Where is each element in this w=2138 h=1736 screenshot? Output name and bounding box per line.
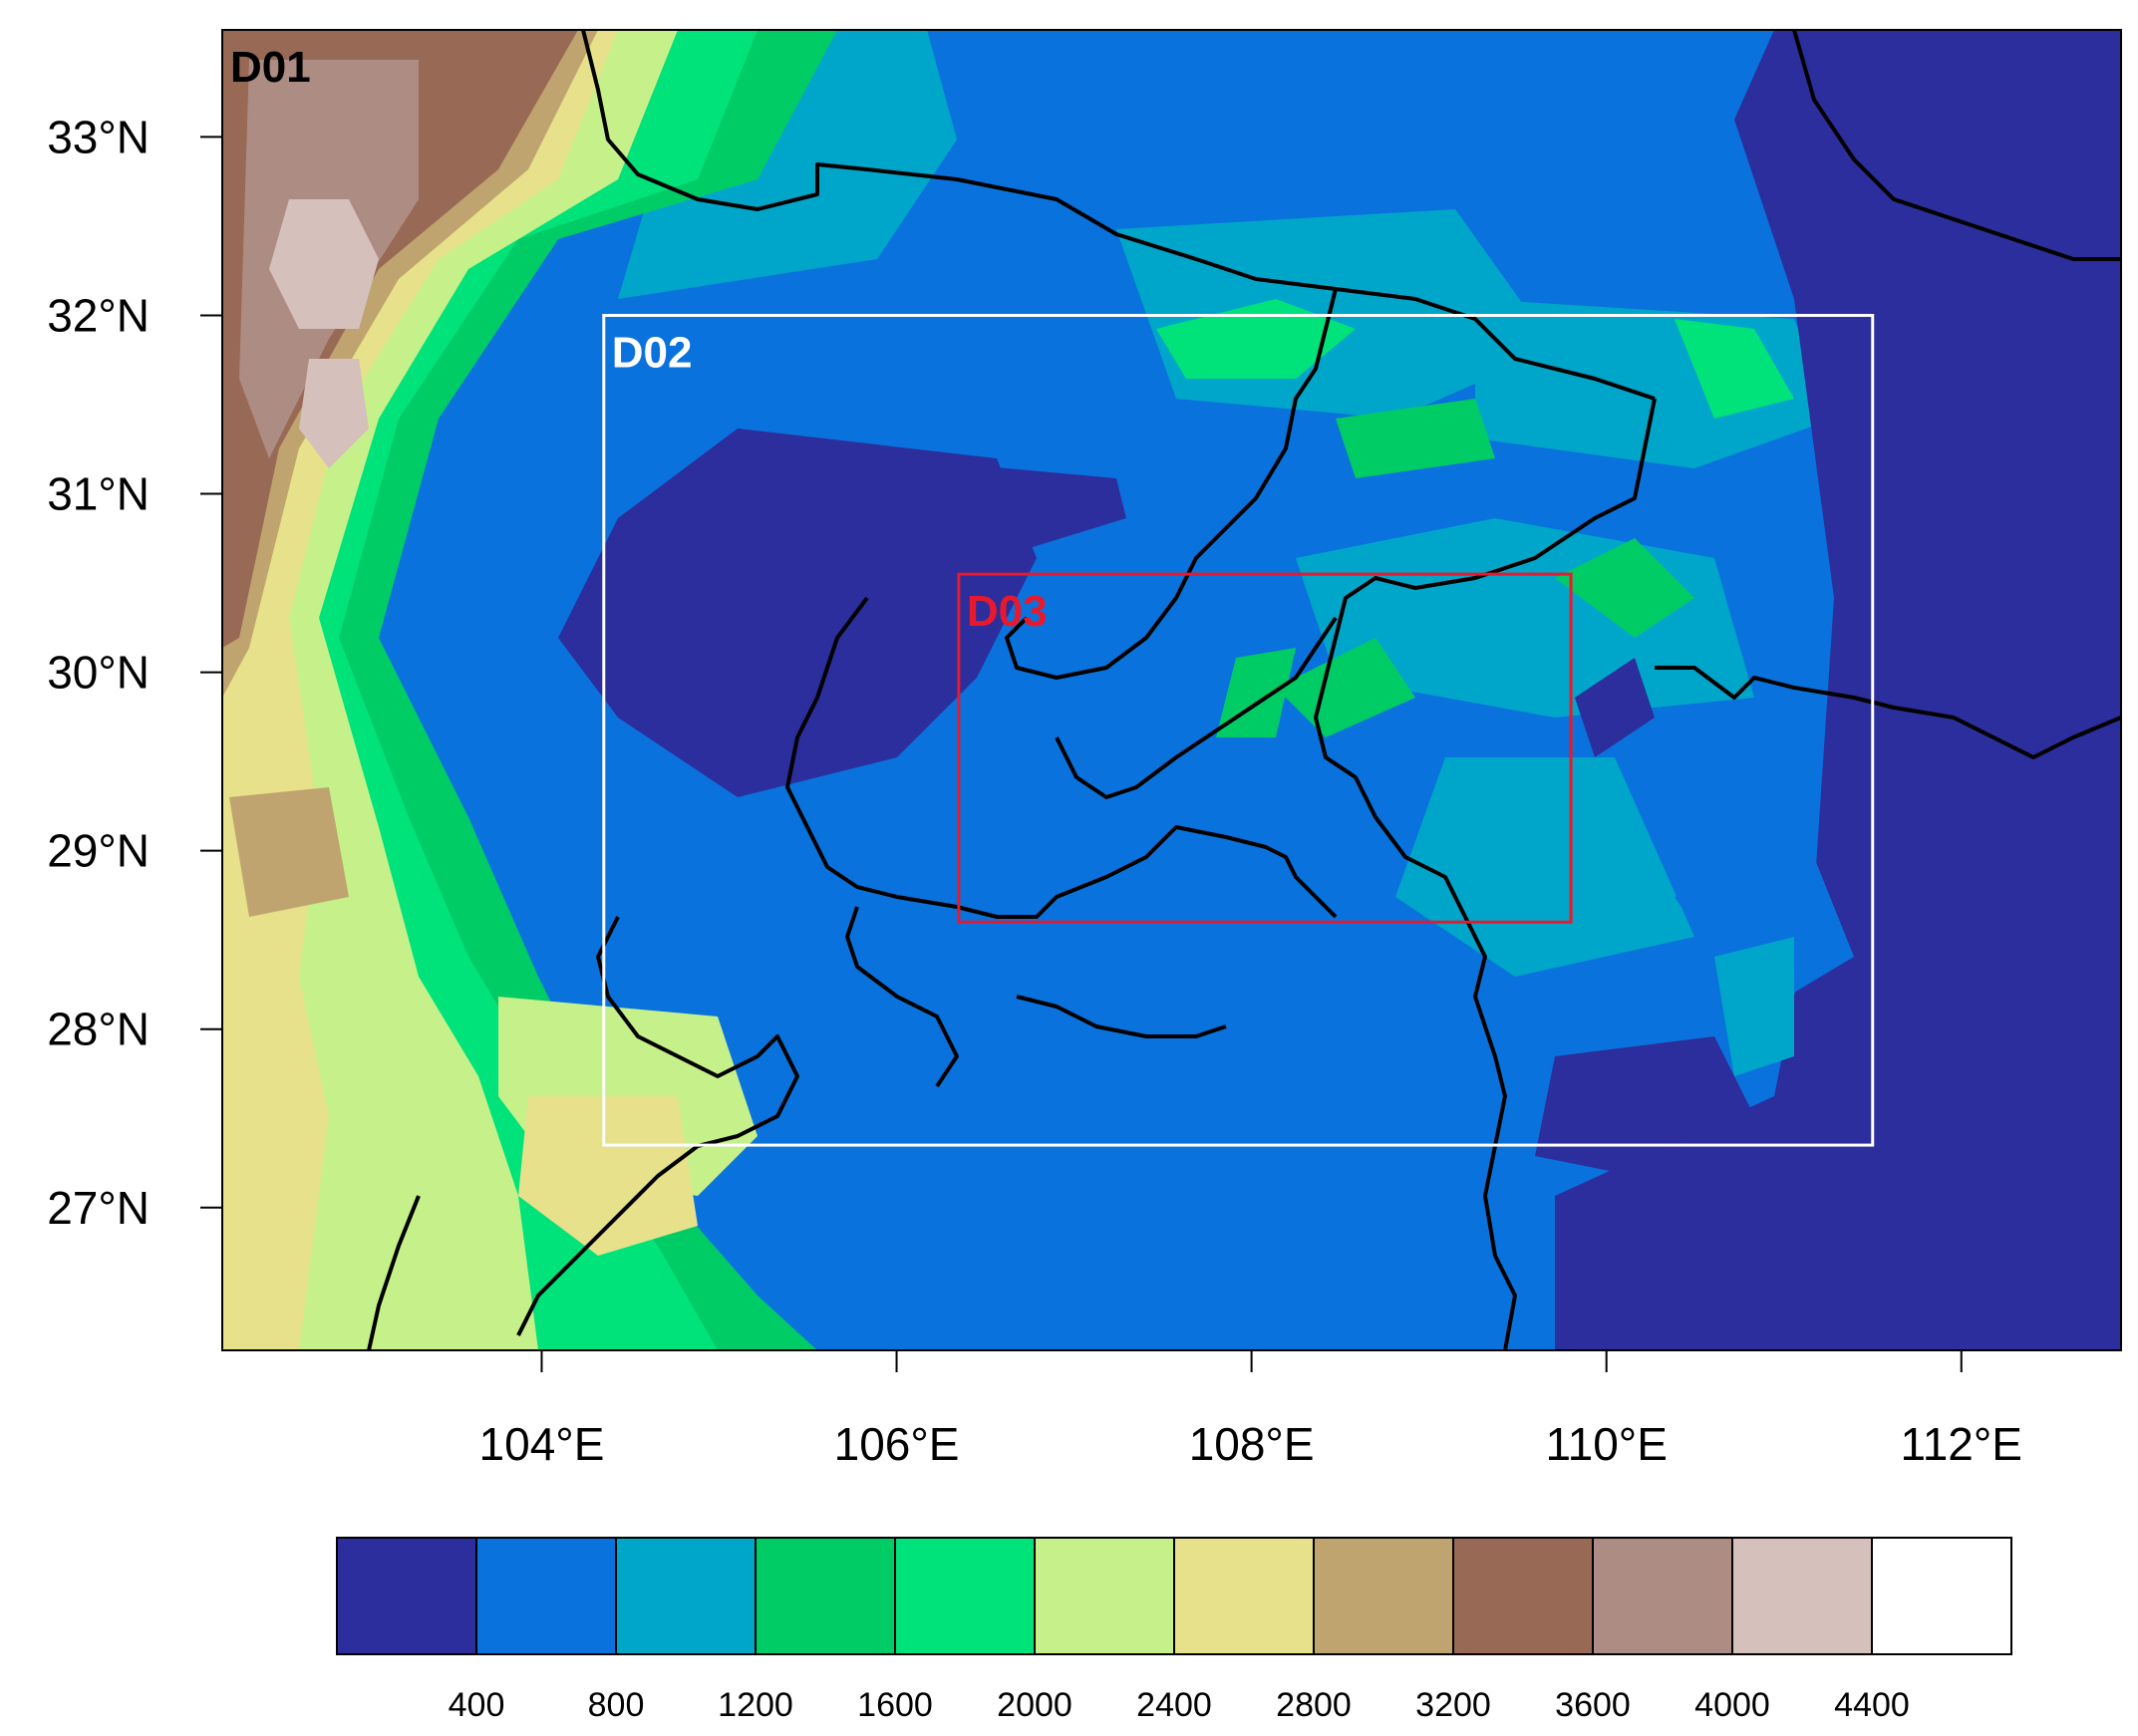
colorbar-cell-9 bbox=[1592, 1537, 1733, 1655]
axis-ticks: 104°E 106°E 108°E 110°E 112°E 27°N 28°N 29°N 30°… bbox=[47, 111, 2022, 1470]
colorbar-cell-4 bbox=[894, 1537, 1036, 1655]
terrain-band-7 bbox=[1555, 538, 1694, 638]
terrain-band-12 bbox=[1156, 299, 1356, 379]
terrain-band-30 bbox=[1714, 937, 1794, 1076]
boundary-line-7 bbox=[1792, 30, 2121, 261]
lon-tick-label-110: 110°E bbox=[1545, 1418, 1667, 1470]
terrain-band-26 bbox=[1575, 658, 1655, 757]
colorbar-label-2400: 2400 bbox=[1136, 1686, 1212, 1724]
lat-tick-label-33: 33°N bbox=[47, 111, 150, 162]
colorbar-label-1200: 1200 bbox=[718, 1686, 793, 1724]
colorbar-cell-1 bbox=[475, 1537, 617, 1655]
province-boundaries bbox=[367, 30, 2121, 1350]
lon-tick-label-104: 104°E bbox=[479, 1418, 605, 1470]
nested-domains: D01 D02 D03 bbox=[230, 43, 1875, 1147]
boundary-line-3 bbox=[1055, 616, 1338, 799]
colorbar-cell-6 bbox=[1173, 1537, 1315, 1655]
boundary-line-10 bbox=[1016, 995, 1227, 1038]
terrain-band-24 bbox=[558, 429, 1037, 797]
lat-tick-label-28: 28°N bbox=[47, 1004, 150, 1055]
lon-tick-label-112: 112°E bbox=[1901, 1418, 2022, 1470]
colorbar-cell-11 bbox=[1871, 1537, 2012, 1655]
colorbar-label-4400: 4400 bbox=[1834, 1686, 1910, 1724]
elevation-colorbar: 400 800 1200 1600 2000 2400 2800 3200 3600 4000 44… bbox=[336, 1537, 2012, 1724]
boundary-line-11 bbox=[367, 1195, 421, 1350]
colorbar-cell-10 bbox=[1731, 1537, 1873, 1655]
colorbar-cell-2 bbox=[615, 1537, 757, 1655]
colorbar-label-3200: 3200 bbox=[1415, 1686, 1491, 1724]
boundary-line-9 bbox=[845, 906, 959, 1088]
colorbar-label-800: 800 bbox=[588, 1686, 645, 1724]
boundary-line-1 bbox=[1005, 288, 1338, 680]
lat-tick-label-30: 30°N bbox=[47, 647, 150, 699]
boundary-line-4 bbox=[785, 596, 1338, 919]
map-frame bbox=[221, 29, 2122, 1351]
terrain-band-8 bbox=[1336, 399, 1495, 478]
domain-label-d01: D01 bbox=[230, 43, 311, 92]
terrain-band-13 bbox=[1675, 319, 1794, 419]
terrain-band-23 bbox=[518, 1096, 698, 1256]
domain-box-d03 bbox=[957, 572, 1573, 924]
map-panel: D01 D02 D03 104°E 106°E 108°E 110°E 112°E 27°N 2… bbox=[47, 29, 2122, 1470]
lat-tick-label-32: 32°N bbox=[47, 289, 150, 341]
terrain-band-25 bbox=[897, 458, 1126, 558]
lon-tick-label-106: 106°E bbox=[834, 1418, 960, 1470]
terrain-band-0 bbox=[222, 30, 1694, 259]
terrain-band-17 bbox=[229, 787, 349, 917]
colorbar-cell-0 bbox=[336, 1537, 477, 1655]
lat-tick-label-31: 31°N bbox=[47, 468, 150, 520]
lat-tick-label-29: 29°N bbox=[47, 825, 150, 877]
domain-label-d03: D03 bbox=[967, 587, 1048, 636]
lon-tick-label-108: 108°E bbox=[1189, 1418, 1315, 1470]
colorbar-label-2800: 2800 bbox=[1276, 1686, 1352, 1724]
colorbar-cell-7 bbox=[1313, 1537, 1454, 1655]
colorbar-label-1600: 1600 bbox=[857, 1686, 933, 1724]
domain-label-d02: D02 bbox=[612, 328, 693, 377]
colorbar-label-2000: 2000 bbox=[997, 1686, 1072, 1724]
colorbar-cell-8 bbox=[1452, 1537, 1594, 1655]
terrain-band-21 bbox=[299, 359, 369, 468]
terrain-band-9 bbox=[1276, 638, 1415, 737]
domain-box-d02 bbox=[602, 313, 1875, 1147]
colorbar-label-4000: 4000 bbox=[1694, 1686, 1770, 1724]
colorbar-cell-5 bbox=[1034, 1537, 1175, 1655]
terrain-band-28 bbox=[1555, 30, 2121, 1350]
colorbar-label-3600: 3600 bbox=[1555, 1686, 1631, 1724]
colorbar-cell-3 bbox=[755, 1537, 896, 1655]
boundary-line-8 bbox=[516, 916, 799, 1336]
boundary-line-5 bbox=[1463, 916, 1517, 1350]
colorbar-label-400: 400 bbox=[449, 1686, 505, 1724]
terrain-band-29 bbox=[1675, 857, 1854, 1016]
lat-tick-label-27: 27°N bbox=[47, 1182, 150, 1234]
terrain-fill bbox=[222, 30, 2121, 1350]
boundary-line-2 bbox=[1314, 398, 1657, 918]
terrain-band-20 bbox=[269, 199, 379, 329]
terrain-band-10 bbox=[1216, 648, 1296, 737]
